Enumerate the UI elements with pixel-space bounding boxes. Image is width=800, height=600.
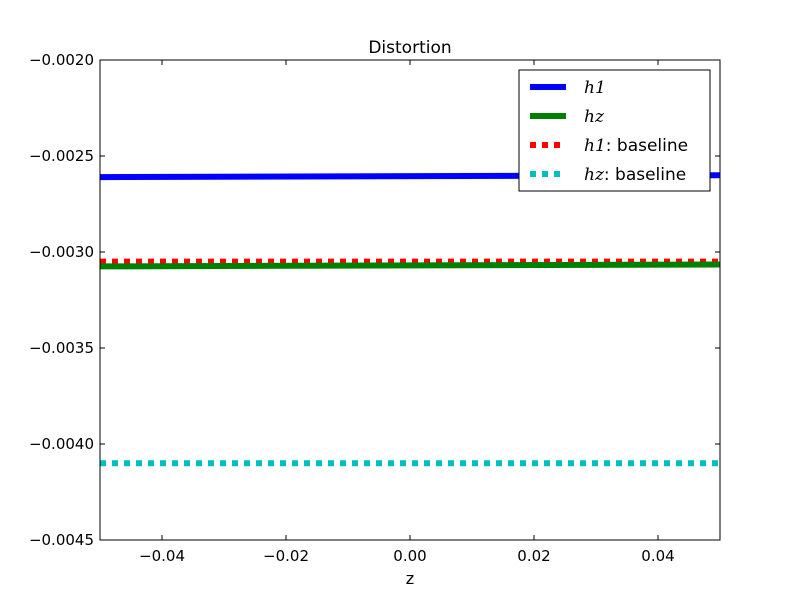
x-tick-label: −0.02 xyxy=(263,547,309,565)
x-tick-label: −0.04 xyxy=(139,547,185,565)
legend-label: h1: baseline xyxy=(584,136,688,156)
legend-box xyxy=(518,69,711,192)
x-axis-label: z xyxy=(406,569,414,588)
legend: h1 hz h1: baseline hz: baseline xyxy=(518,69,711,192)
x-tick-label: 0.00 xyxy=(393,547,426,565)
chart-title: Distortion xyxy=(368,38,451,58)
legend-label: h1 xyxy=(584,78,606,98)
plot-frame xyxy=(99,59,721,541)
legend-label: hz xyxy=(584,107,605,127)
x-tick-label: 0.04 xyxy=(641,547,674,565)
series-line-hz xyxy=(99,261,721,270)
y-tick-label: −0.0030 xyxy=(29,243,94,261)
legend-label: hz: baseline xyxy=(584,165,686,185)
y-tick-label: −0.0025 xyxy=(29,147,94,165)
y-tick-label: −0.0040 xyxy=(29,435,94,453)
y-tick-label: −0.0035 xyxy=(29,339,94,357)
x-tick-label: 0.02 xyxy=(517,547,550,565)
y-tick-labels: −0.0020 −0.0025 −0.0030 −0.0035 −0.0040 −0.00… xyxy=(29,51,94,549)
x-tick-labels: −0.04 −0.02 0.00 0.02 0.04 xyxy=(139,547,675,565)
y-tick-label: −0.0045 xyxy=(29,531,94,549)
y-tick-label: −0.0020 xyxy=(29,51,94,69)
